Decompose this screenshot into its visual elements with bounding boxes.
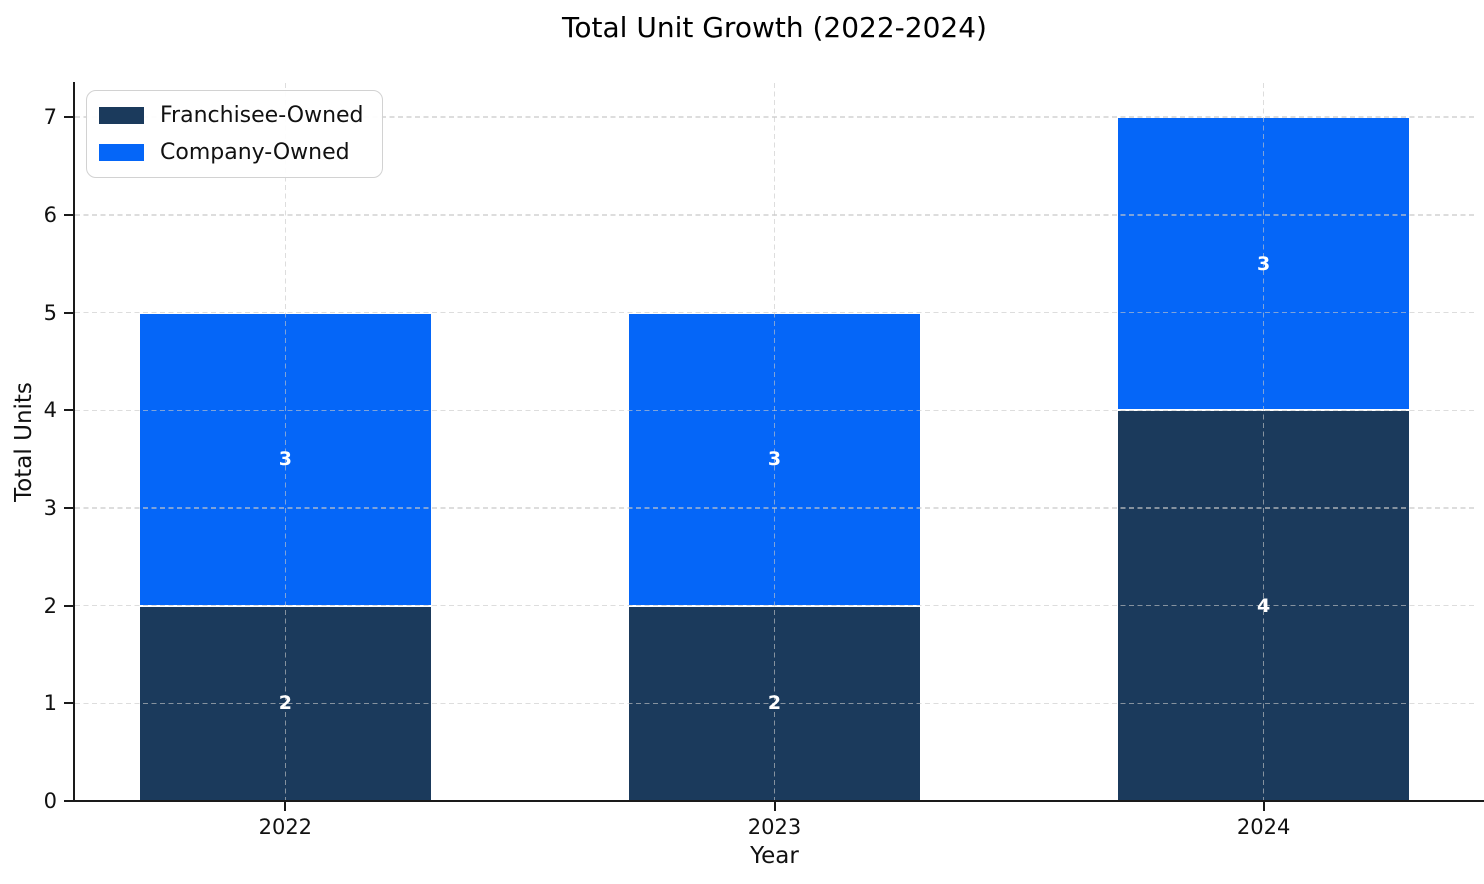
gridline-vertical <box>773 83 776 801</box>
x-tick-label: 2023 <box>747 815 802 839</box>
bar-value-label: 3 <box>1257 252 1271 275</box>
axis-ticks-layer: 0 1 2 3 4 5 6 7 2022 2023 2024 <box>44 83 1474 839</box>
x-tick-mark <box>1262 802 1265 811</box>
bar-value-label: 3 <box>278 448 292 471</box>
gridline-vertical <box>284 83 287 801</box>
y-tick-label: 5 <box>43 300 57 325</box>
legend-item-company-owned: Company-Owned <box>99 139 364 166</box>
x-axis-label: Year <box>750 843 799 869</box>
legend-swatch-company-owned <box>99 144 144 161</box>
x-axis-spine <box>72 799 1484 803</box>
legend: Franchisee-Owned Company-Owned <box>86 90 383 178</box>
y-tick-mark <box>63 702 73 705</box>
y-tick-label: 0 <box>43 789 57 813</box>
legend-item-franchisee-owned: Franchisee-Owned <box>99 102 364 129</box>
plot-area: 2 3 2 3 4 3 0 1 2 3 4 5 6 7 2022 2023 2024 Franchisee-O… <box>44 82 1484 839</box>
gridline-vertical <box>1262 83 1265 801</box>
x-tick-mark <box>773 802 776 811</box>
x-tick-mark <box>284 802 287 811</box>
legend-swatch-franchisee-owned <box>99 107 144 124</box>
y-tick-mark <box>63 311 73 314</box>
bar-value-label: 2 <box>278 692 292 715</box>
y-tick-label: 6 <box>43 202 57 227</box>
x-tick-label: 2022 <box>258 815 313 839</box>
bar-value-label: 4 <box>1257 594 1271 617</box>
bar-value-label: 2 <box>767 692 782 715</box>
y-tick-label: 2 <box>43 593 57 618</box>
y-axis-spine <box>72 82 75 802</box>
legend-label-company-owned: Company-Owned <box>160 140 350 165</box>
y-tick-mark <box>63 604 73 607</box>
x-tick-label: 2024 <box>1236 815 1291 839</box>
bar-value-labels: 2 3 2 3 4 3 <box>75 83 1474 801</box>
y-tick-mark <box>63 116 73 119</box>
y-tick-label: 4 <box>43 398 57 423</box>
bar-value-label: 3 <box>767 448 782 471</box>
y-tick-label: 1 <box>43 691 57 716</box>
y-tick-label: 7 <box>43 105 57 130</box>
y-tick-mark <box>63 506 73 509</box>
legend-label-franchisee-owned: Franchisee-Owned <box>160 103 364 128</box>
y-tick-mark <box>63 800 73 802</box>
y-tick-mark <box>63 409 73 412</box>
y-tick-mark <box>63 213 73 216</box>
y-tick-label: 3 <box>43 495 57 520</box>
chart-title: Total Unit Growth (2022-2024) <box>562 11 987 44</box>
gridlines-layer <box>75 83 1474 801</box>
